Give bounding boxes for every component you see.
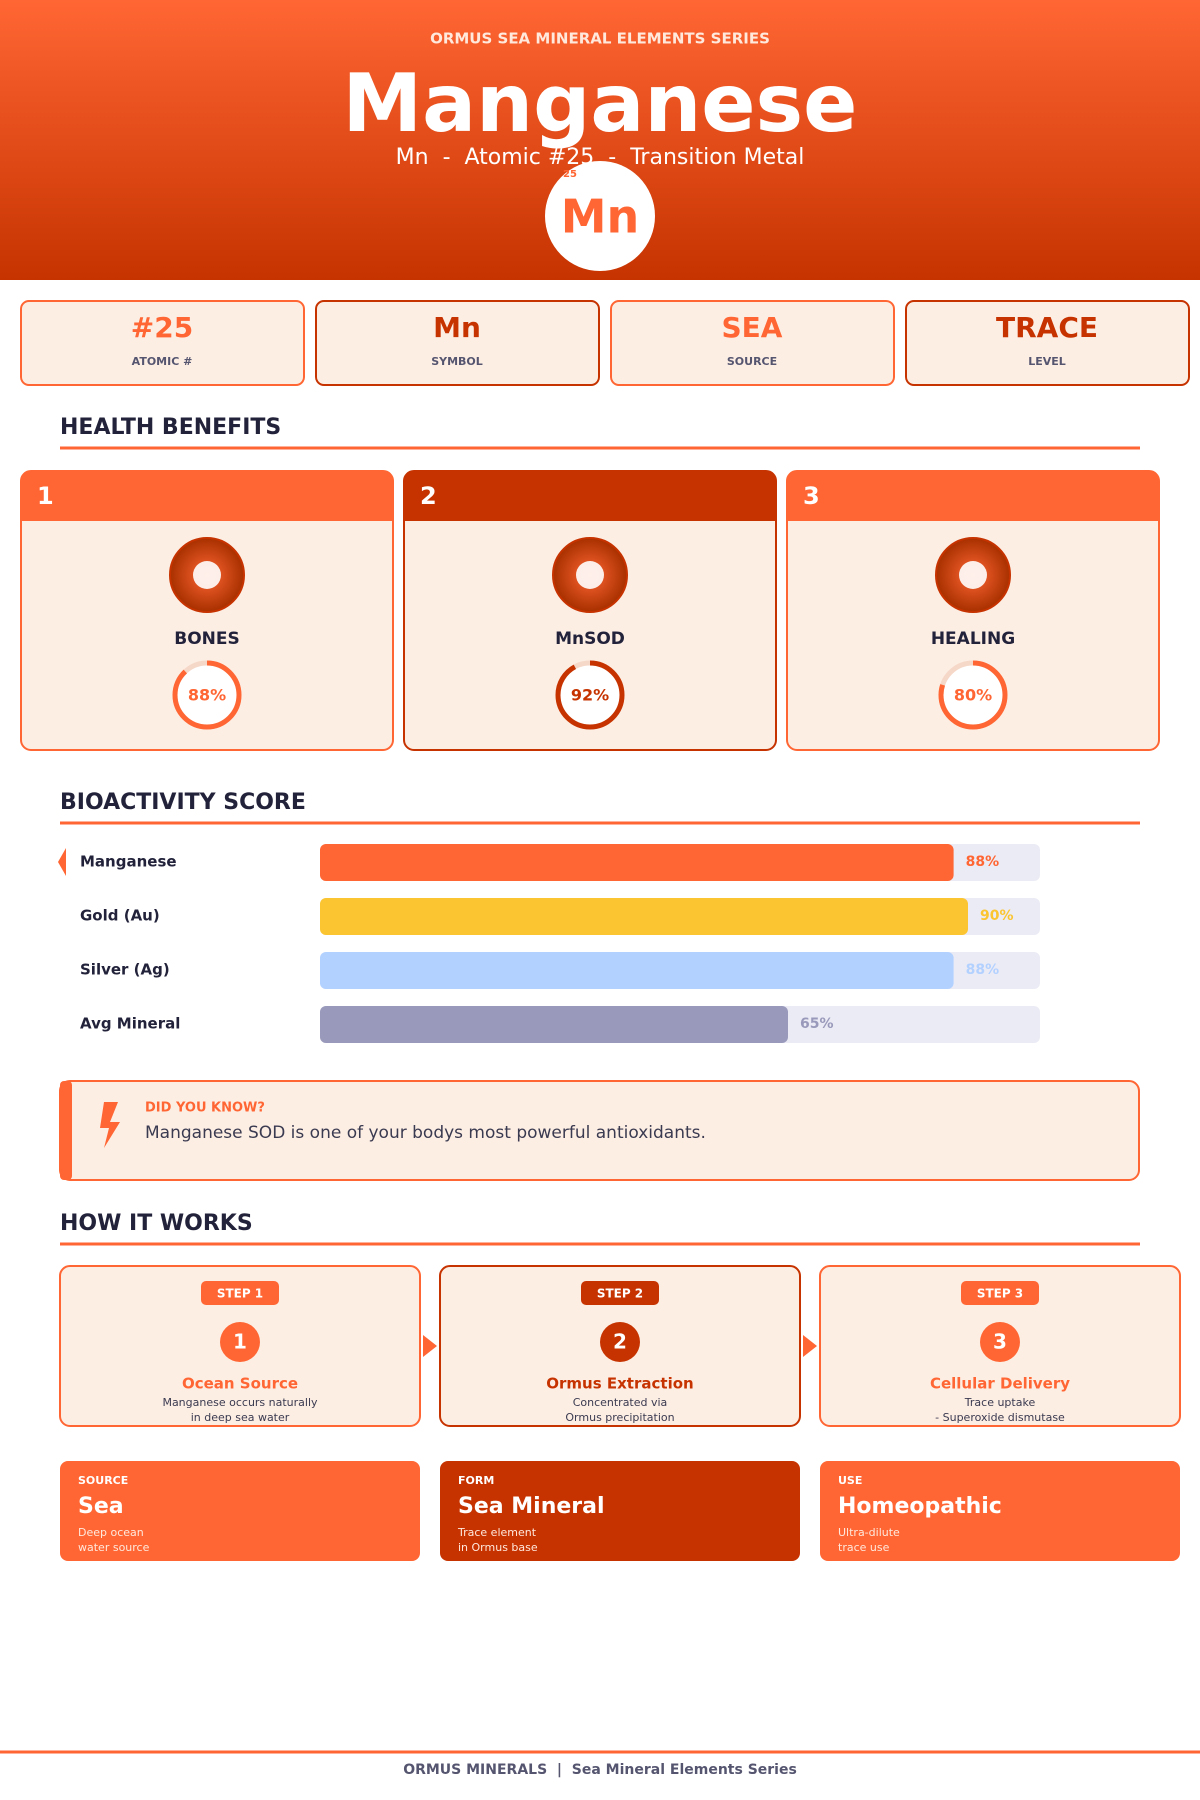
stat-label: LEVEL [1028, 355, 1066, 368]
ring-arc [555, 660, 625, 730]
step-badge [201, 1281, 279, 1305]
benefit-header [404, 471, 776, 521]
info-value: Homeopathic [838, 1494, 1002, 1519]
fact-heading: DID YOU KNOW? [145, 1101, 265, 1116]
step-badge [581, 1281, 659, 1305]
info-value: Sea [78, 1494, 124, 1519]
info-value: Sea Mineral [458, 1494, 605, 1519]
step-desc: Ormus precipitation [565, 1411, 674, 1424]
ring-label: 92% [571, 686, 609, 705]
badge-symbol: Mn [561, 190, 640, 244]
bar-value: 88% [966, 854, 1000, 870]
ring-arc [938, 660, 1008, 730]
fact-icon [100, 1102, 120, 1148]
section-heading: HOW IT WORKS [60, 1211, 253, 1236]
info-card [60, 1461, 420, 1561]
info-label: SOURCE [78, 1474, 128, 1487]
stat-value: #25 [131, 311, 193, 344]
bar-value: 90% [980, 908, 1014, 924]
step-desc: in deep sea water [191, 1411, 290, 1424]
benefit-name: MnSOD [555, 629, 625, 649]
stat-value: Mn [433, 311, 481, 344]
badge-number: 25 [563, 169, 577, 180]
ring-label: 88% [188, 686, 226, 705]
info-label: FORM [458, 1474, 494, 1487]
benefit-icon-glyph [576, 561, 604, 589]
bar-name: Silver (Ag) [80, 961, 170, 979]
bar [320, 844, 954, 881]
info-desc: Deep ocean [78, 1526, 144, 1539]
step-number: 2 [613, 1330, 627, 1354]
bar-value: 88% [966, 962, 1000, 978]
step-badge [961, 1281, 1039, 1305]
step-arrow [423, 1335, 437, 1357]
step-title: Ormus Extraction [546, 1375, 693, 1393]
bar [320, 1006, 788, 1043]
fact-accent [60, 1081, 72, 1180]
footer: ORMUS MINERALS | Sea Mineral Elements Se… [403, 1762, 797, 1778]
stat-card [610, 300, 895, 386]
bar [320, 952, 954, 989]
row-marker [58, 848, 66, 876]
info-desc: in Ormus base [458, 1541, 538, 1554]
stat-value: SEA [722, 311, 783, 344]
benefit-header [21, 471, 393, 521]
step-title: Ocean Source [182, 1375, 298, 1393]
bar [320, 898, 968, 935]
step-badge-text: STEP 3 [977, 1287, 1023, 1301]
info-desc: trace use [838, 1541, 890, 1554]
stat-label: SYMBOL [431, 355, 483, 368]
stat-value: TRACE [996, 311, 1098, 344]
benefit-name: HEALING [931, 629, 1015, 649]
stat-label: SOURCE [727, 355, 777, 368]
fact-text: Manganese SOD is one of your bodys most … [145, 1123, 706, 1143]
benefit-icon-glyph [959, 561, 987, 589]
step-number: 1 [233, 1330, 247, 1354]
info-card [440, 1461, 800, 1561]
section-heading: BIOACTIVITY SCORE [60, 790, 306, 815]
info-card [820, 1461, 1180, 1561]
step-circle [220, 1322, 260, 1362]
benefit-number: 1 [37, 482, 54, 510]
step-desc: - Superoxide dismutase [935, 1411, 1065, 1424]
benefit-number: 2 [420, 482, 437, 510]
info-desc: Ultra-dilute [838, 1526, 900, 1539]
series: ORMUS SEA MINERAL ELEMENTS SERIES [430, 30, 770, 48]
step-desc: Manganese occurs naturally [162, 1396, 318, 1409]
benefit-header [787, 471, 1159, 521]
benefit-number: 3 [803, 482, 820, 510]
stat-card [905, 300, 1190, 386]
bar-name: Manganese [80, 853, 177, 871]
title: Manganese [343, 57, 858, 150]
bar-name: Gold (Au) [80, 907, 160, 925]
step-number: 3 [993, 1330, 1007, 1354]
bar-name: Avg Mineral [80, 1015, 180, 1033]
info-desc: Trace element [457, 1526, 537, 1539]
bar-value: 65% [800, 1016, 834, 1032]
stat-label: ATOMIC # [132, 355, 193, 368]
stat-card [20, 300, 305, 386]
section-heading: HEALTH BENEFITS [60, 415, 281, 440]
ring-label: 80% [954, 686, 992, 705]
benefit-name: BONES [174, 629, 240, 649]
step-badge-text: STEP 2 [597, 1287, 643, 1301]
step-circle [600, 1322, 640, 1362]
badge [545, 161, 655, 271]
step-circle [980, 1322, 1020, 1362]
info-desc: water source [78, 1541, 150, 1554]
ring-arc [172, 660, 242, 730]
info-label: USE [838, 1474, 862, 1487]
step-arrow [803, 1335, 817, 1357]
step-title: Cellular Delivery [930, 1375, 1070, 1393]
step-desc: Trace uptake [964, 1396, 1036, 1409]
stat-card [315, 300, 600, 386]
step-desc: Concentrated via [573, 1396, 668, 1409]
step-badge-text: STEP 1 [217, 1287, 263, 1301]
benefit-icon-glyph [193, 561, 221, 589]
